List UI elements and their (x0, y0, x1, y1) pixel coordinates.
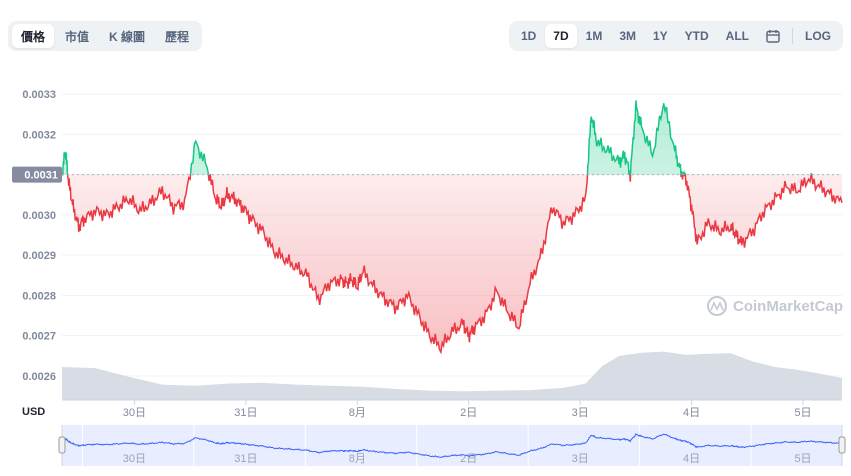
x-tick-label: 31日 (234, 407, 257, 419)
range-button-3m[interactable]: 3M (619, 29, 636, 43)
y-tick-label: 0.0030 (22, 210, 56, 222)
calendar-button[interactable] (758, 24, 788, 48)
toolbar-divider (792, 28, 793, 44)
navigator-handle-right[interactable] (838, 436, 846, 454)
reference-price-badge (12, 166, 62, 183)
navigator-tick-label: 4日 (683, 453, 700, 465)
range-button-all[interactable]: ALL (725, 29, 749, 43)
y-tick-label: 0.0028 (22, 290, 56, 302)
navigator-line (61, 433, 843, 459)
reference-price: 0.0031 (12, 166, 842, 183)
grid-lines (62, 93, 842, 377)
x-tick-label: 3日 (572, 407, 589, 419)
price-line-above (61, 100, 813, 175)
x-tick-label: 2日 (460, 407, 477, 419)
x-axis: USD 30日 31日 8月 2日 3日 4日 5日 (22, 400, 812, 419)
navigator-background (62, 425, 842, 466)
y-tick-label: 0.0031 (22, 170, 56, 182)
range-button-1m[interactable]: 1M (585, 29, 603, 43)
tab-1[interactable]: 市值 (65, 29, 90, 44)
x-tick-label: 5日 (794, 407, 811, 419)
navigator-tick-label: 31日 (234, 453, 257, 465)
x-tick-label: 4日 (683, 407, 700, 419)
price-fill-below (62, 174, 842, 353)
volume-area (62, 351, 842, 401)
navigator-handle-left[interactable] (58, 436, 66, 454)
chart-type-tabs: 價格 市值 K 線圖 歷程 (8, 21, 203, 51)
range-button-ytd[interactable]: YTD (684, 29, 709, 43)
price-area-fill (62, 100, 842, 353)
calendar-icon (766, 30, 780, 43)
volume-area-shape (62, 351, 842, 400)
y-tick-label: 0.0026 (22, 371, 56, 383)
x-tick-label: 8月 (349, 407, 366, 419)
navigator-tick-label: 8月 (349, 453, 366, 465)
x-tick-label: 30日 (123, 407, 146, 419)
y-tick-label: 0.0027 (22, 331, 56, 343)
time-range-toolbar: 1D 7D 1M 3M 1Y YTD ALL LOG (508, 21, 843, 51)
watermark: CoinMarketCap (707, 296, 843, 316)
coinmarketcap-logo-mark (710, 301, 724, 311)
navigator-tick-label: 5日 (794, 453, 811, 465)
y-tick-label: 0.0032 (22, 129, 56, 141)
range-button-7d[interactable]: 7D (545, 24, 577, 48)
y-tick-label: 0.0029 (22, 250, 56, 262)
price-line-below (61, 174, 843, 355)
range-button-1y[interactable]: 1Y (652, 29, 668, 43)
navigator-tick-label: 30日 (123, 453, 146, 465)
watermark-text: CoinMarketCap (733, 298, 843, 315)
navigator-tick-label: 2日 (460, 453, 477, 465)
tab-3[interactable]: 歷程 (165, 29, 190, 44)
reference-price-label: 0.0031 (24, 170, 58, 182)
y-axis: 0.0026 0.0027 0.0028 0.0029 0.0030 0.0031 0.00… (22, 89, 56, 383)
coinmarketcap-logo-icon (707, 296, 727, 316)
price-line (61, 100, 843, 355)
currency-label: USD (22, 406, 45, 418)
log-scale-toggle[interactable]: LOG (805, 29, 831, 43)
navigator-tick-label: 3日 (572, 453, 589, 465)
tab-2[interactable]: K 線圖 (109, 29, 146, 44)
range-navigator[interactable]: 30日 31日 8月 2日 3日 4日 5日 (58, 425, 846, 466)
y-tick-label: 0.0033 (22, 89, 56, 101)
range-button-1d[interactable]: 1D (520, 29, 537, 43)
price-fill-above (62, 100, 842, 175)
tab-0[interactable]: 價格 (12, 24, 55, 48)
